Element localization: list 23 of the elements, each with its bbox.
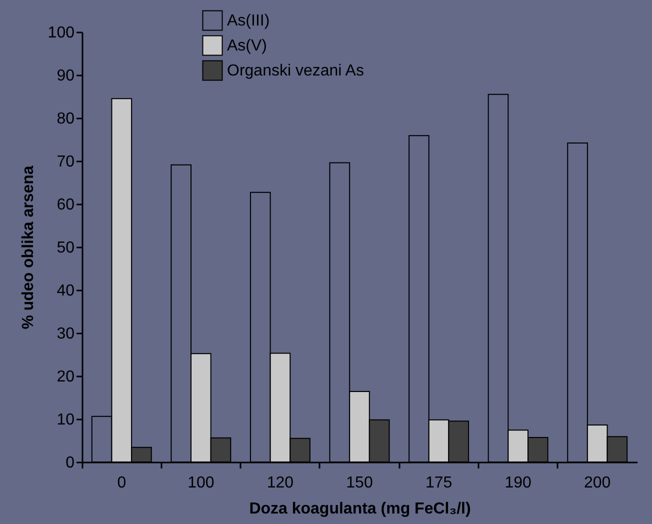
x-tick-label: 120 xyxy=(266,474,294,492)
y-tick-label: 30 xyxy=(56,326,75,342)
y-tick-label: 70 xyxy=(56,154,75,170)
y-tick-label: 80 xyxy=(56,110,75,128)
y-tick-label: 50 xyxy=(56,240,75,256)
x-axis-title: Doza koagulanta (mg FeCl₃/l) xyxy=(249,500,471,518)
x-tick-label: 200 xyxy=(584,474,611,492)
x-tick-label: 150 xyxy=(346,474,373,492)
y-axis-title: % udeo oblika arsena xyxy=(20,166,37,330)
legend-label: Organski vezani As xyxy=(227,62,364,80)
y-tick-label: 20 xyxy=(56,368,75,386)
x-tick-label: 175 xyxy=(425,474,452,492)
x-tick-label: 190 xyxy=(504,474,532,492)
y-tick-label: 60 xyxy=(56,196,75,214)
y-tick-label: 10 xyxy=(56,412,75,428)
legend-label: As(III) xyxy=(227,12,270,30)
x-tick-label: 100 xyxy=(188,474,214,492)
y-tick-label: 40 xyxy=(56,282,75,300)
x-tick-label: 0 xyxy=(117,474,126,492)
y-tick-label: 100 xyxy=(48,24,75,42)
legend-label: As(V) xyxy=(227,38,267,54)
y-tick-label: 90 xyxy=(56,68,75,84)
y-tick-label: 0 xyxy=(66,454,75,472)
